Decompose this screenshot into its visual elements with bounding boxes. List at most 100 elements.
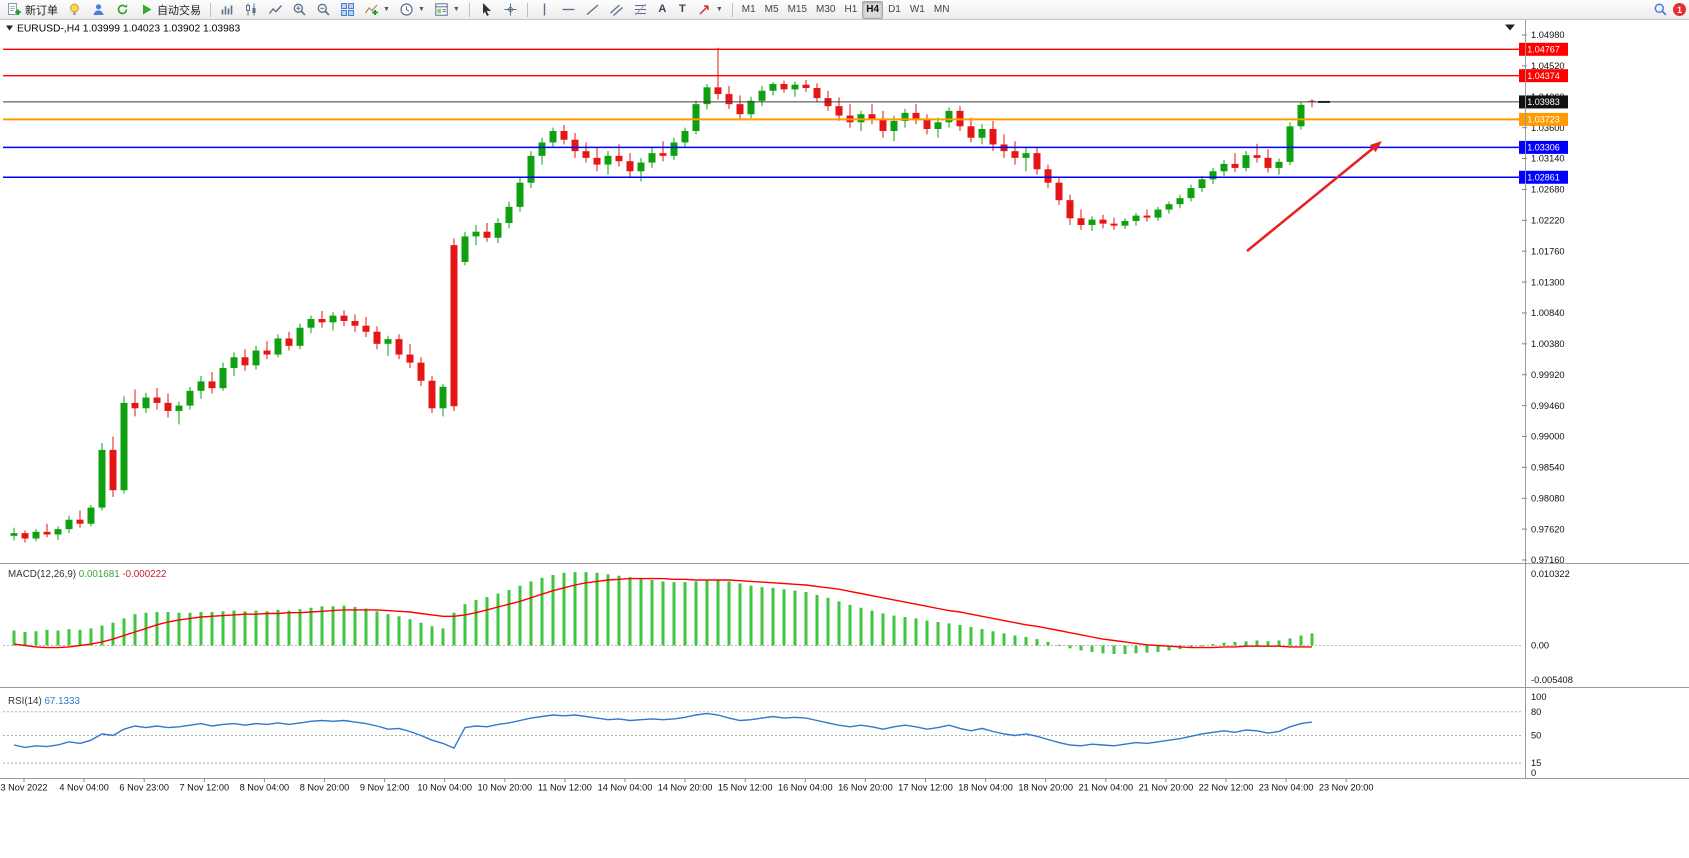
timeframe-mn-button[interactable]: MN	[933, 4, 950, 15]
indicators-button[interactable]: ▼	[360, 1, 394, 19]
arrows-tool-button[interactable]: ▼	[693, 1, 727, 19]
bar-chart-button[interactable]	[216, 1, 239, 19]
fibonacci-icon	[634, 3, 646, 16]
price-line-badge	[1519, 170, 1568, 184]
horizontal-line-tool-button[interactable]	[557, 1, 580, 19]
price-axis-label: 0.98080	[1531, 493, 1565, 503]
templates-icon	[435, 3, 448, 16]
line-chart-button[interactable]	[264, 1, 287, 19]
date-axis-label: 18 Nov 20:00	[1018, 783, 1073, 793]
rsi-panel: RSI(14) 67.1333 100 80 50 150	[3, 692, 1547, 778]
timeframe-h1-button[interactable]: H1	[844, 4, 858, 15]
autotrading-button[interactable]: 自动交易	[135, 1, 205, 19]
timeframe-m30-button[interactable]: M30	[816, 4, 836, 15]
chart-menu-icon[interactable]	[6, 25, 13, 31]
date-axis-label: 18 Nov 04:00	[958, 783, 1013, 793]
price-axis-label: 0.99000	[1531, 432, 1565, 442]
chart-window[interactable]: 1.049801.045201.040601.036001.031401.026…	[0, 20, 1689, 858]
mql-wizard-button[interactable]	[63, 1, 86, 19]
tile-windows-button[interactable]	[336, 1, 359, 19]
arrows-icon	[699, 5, 709, 15]
chevron-down-icon: ▼	[715, 6, 723, 13]
macd-axis-label: 0.010322	[1531, 569, 1570, 579]
chevron-down-icon: ▼	[417, 6, 425, 13]
zoom-out-button[interactable]	[312, 1, 335, 19]
date-axis-label: 22 Nov 12:00	[1199, 783, 1254, 793]
price-axis-label: 1.03600	[1531, 123, 1565, 133]
date-axis-label: 10 Nov 20:00	[477, 783, 532, 793]
timeframe-m5-button[interactable]: M5	[764, 4, 779, 15]
timeframe-w1-button[interactable]: W1	[909, 4, 925, 15]
price-axis-label: 1.00380	[1531, 339, 1565, 349]
community-button[interactable]	[87, 1, 110, 19]
crosshair-tool-button[interactable]	[499, 1, 522, 19]
chart-shift-marker[interactable]	[1505, 24, 1515, 31]
price-axis-label: 1.02680	[1531, 185, 1565, 195]
refresh-button[interactable]	[111, 1, 134, 19]
new-order-button[interactable]: 新订单	[3, 1, 62, 19]
date-axis-label: 10 Nov 04:00	[417, 783, 472, 793]
notification-badge[interactable]: 1	[1673, 3, 1686, 16]
zoom-in-button[interactable]	[288, 1, 311, 19]
price-axis-label: 1.00840	[1531, 308, 1565, 318]
macd-axis-label: 0.00	[1531, 640, 1549, 650]
autotrading-label: 自动交易	[157, 4, 201, 17]
channel-icon	[609, 4, 623, 16]
autotrading-play-icon	[143, 4, 152, 15]
date-axis-label: 7 Nov 12:00	[180, 783, 230, 793]
rsi-axis-label: 15	[1531, 758, 1541, 768]
chart-header: EURUSD-,H4 1.03999 1.04023 1.03902 1.039…	[6, 24, 241, 35]
price-line-badge-label: 1.04374	[1527, 71, 1560, 81]
community-icon	[93, 4, 104, 15]
fibonacci-tool-button[interactable]	[629, 1, 652, 19]
cursor-tool-button[interactable]	[475, 1, 498, 19]
macd-panel: MACD(12,26,9) 0.001681 -0.000222 0.010322…	[3, 569, 1573, 685]
symbol-ohlc-readout: EURUSD-,H4 1.03999 1.04023 1.03902 1.039…	[17, 24, 241, 35]
date-axis-label: 23 Nov 04:00	[1259, 783, 1314, 793]
price-axis-label: 1.03140	[1531, 154, 1565, 164]
date-axis-label: 15 Nov 12:00	[718, 783, 773, 793]
toolbar-separator	[468, 2, 470, 17]
trend-arrow-annotation[interactable]	[1246, 145, 1377, 253]
price-axis: 1.049801.045201.040601.036001.031401.026…	[1522, 30, 1565, 565]
macd-axis-label: -0.005408	[1531, 675, 1573, 685]
timeframe-m15-button[interactable]: M15	[787, 4, 808, 15]
text-label-tool-button[interactable]: T	[673, 1, 692, 19]
date-axis-label: 6 Nov 23:00	[119, 783, 169, 793]
price-line-badge-label: 1.03983	[1527, 97, 1560, 107]
timeframe-h4-button[interactable]: H4	[862, 0, 884, 19]
toolbar-separator	[210, 2, 211, 17]
date-axis[interactable]: 3 Nov 2022 4 Nov 04:00 6 Nov 23:00 7 Nov 12…	[1, 778, 1374, 793]
text-tool-button[interactable]: A	[653, 1, 672, 19]
price-line-badge	[1519, 42, 1568, 56]
periods-button[interactable]: ▼	[395, 1, 429, 19]
price-axis-label: 1.04980	[1531, 30, 1565, 40]
trendline-tool-button[interactable]	[581, 1, 604, 19]
date-axis-label: 16 Nov 04:00	[778, 783, 833, 793]
toolbar-separator	[731, 2, 733, 17]
rsi-axis-label: 100	[1531, 692, 1547, 702]
trendline-icon	[586, 4, 599, 16]
new-order-icon	[8, 3, 21, 15]
templates-button[interactable]: ▼	[430, 1, 464, 19]
timeframe-d1-button[interactable]: D1	[888, 4, 901, 15]
price-line-badge-label: 1.03306	[1527, 143, 1560, 153]
indicators-icon	[365, 4, 378, 15]
rsi-axis-label: 0	[1531, 768, 1536, 778]
chart-canvas[interactable]: 1.049801.045201.040601.036001.031401.026…	[0, 20, 1689, 858]
channel-tool-button[interactable]	[605, 1, 628, 19]
price-axis-label: 1.01300	[1531, 277, 1565, 287]
timeframe-m1-button[interactable]: M1	[741, 4, 756, 15]
price-line-badge	[1519, 69, 1568, 83]
rsi-line	[13, 712, 1313, 749]
date-axis-label: 9 Nov 12:00	[360, 783, 410, 793]
bar-chart-icon	[221, 5, 233, 15]
main-toolbar: 新订单 自动交易	[0, 0, 1689, 20]
rsi-label: RSI(14) 67.1333	[8, 696, 80, 707]
chevron-down-icon: ▼	[383, 6, 390, 13]
date-axis-label: 23 Nov 20:00	[1319, 783, 1374, 793]
vertical-line-tool-button[interactable]	[533, 1, 556, 19]
candlestick-chart-button[interactable]	[240, 1, 263, 19]
date-axis-label: 14 Nov 20:00	[658, 783, 713, 793]
search-button[interactable]	[1649, 1, 1672, 19]
